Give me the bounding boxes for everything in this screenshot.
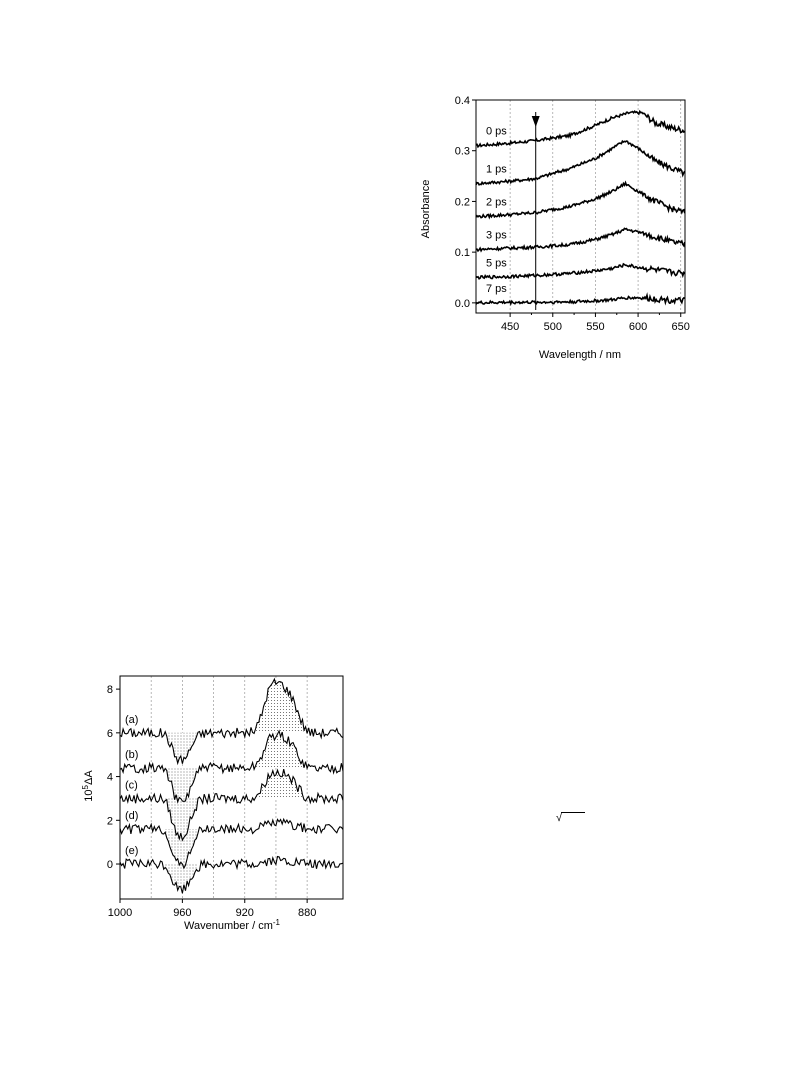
chart1-y-tick-label: 0.1 bbox=[455, 247, 470, 259]
chart2-negative-band bbox=[163, 829, 198, 869]
chart2-series-line bbox=[119, 677, 344, 766]
chart1-x-axis-label: Wavelength / nm bbox=[539, 349, 621, 361]
chart1-y-tick-label: 0.0 bbox=[455, 298, 470, 310]
chart2-series-line bbox=[119, 855, 344, 894]
chart2-positive-band bbox=[247, 679, 318, 733]
chart2-series-label: (c) bbox=[125, 779, 138, 791]
chart2-x-tick-label: 1000 bbox=[108, 907, 132, 919]
chart1-plot-frame bbox=[475, 99, 686, 314]
chart1-series-line bbox=[475, 227, 686, 253]
chart2-shaded-bands bbox=[163, 679, 318, 894]
chart2-y-axis-label: 105ΔA bbox=[81, 770, 95, 802]
chart2-series-label: (d) bbox=[125, 810, 138, 822]
chart1-ticks bbox=[472, 99, 682, 317]
chart2-negative-band bbox=[163, 767, 198, 802]
chart1-series-label: 3 ps bbox=[486, 230, 507, 242]
chart1-series-label: 0 ps bbox=[486, 126, 507, 138]
chart1-y-axis-label: Absorbance bbox=[420, 180, 432, 239]
chart1-y-tick-label: 0.3 bbox=[455, 146, 470, 158]
chart2-series-label: (e) bbox=[125, 845, 138, 857]
chart2-y-tick-label: 2 bbox=[107, 815, 113, 827]
chart1-y-tick-label: 0.4 bbox=[455, 95, 470, 107]
chart2-series-labels: (a) (b) (c) (d) (e) bbox=[125, 714, 138, 857]
chart1-x-tick-label: 450 bbox=[501, 321, 519, 333]
chart2-x-tick-label: 880 bbox=[298, 907, 316, 919]
chart2-traces bbox=[119, 677, 344, 894]
chart1-x-tick-label: 600 bbox=[629, 321, 647, 333]
chart2-series-line bbox=[119, 768, 344, 842]
chart2-series-label: (a) bbox=[125, 714, 138, 726]
chart2-y-tick-label: 4 bbox=[107, 772, 113, 784]
chart1-series-line bbox=[475, 109, 686, 149]
chart2-y-tick-label: 0 bbox=[107, 859, 113, 871]
chart1-series-line bbox=[475, 292, 686, 306]
chart2-negative-band bbox=[163, 798, 198, 841]
chart2-negative-band bbox=[163, 732, 198, 764]
chart2-positive-band bbox=[247, 769, 318, 799]
stray-radical-symbol: √ bbox=[556, 812, 586, 828]
chart2-tick-labels: 1000 960 920 880 0 2 4 6 8 bbox=[107, 684, 316, 919]
chart1-traces bbox=[475, 109, 686, 306]
chart2-y-tick-label: 6 bbox=[107, 728, 113, 740]
chart1-series-label: 1 ps bbox=[486, 164, 507, 176]
chart2-y-tick-label: 8 bbox=[107, 684, 113, 696]
chart1-series-label: 5 ps bbox=[486, 258, 507, 270]
chart2-series-line bbox=[119, 729, 344, 804]
chart1-x-tick-label: 500 bbox=[544, 321, 562, 333]
chart2-ticks bbox=[116, 688, 308, 903]
chart1-arrow-icon bbox=[531, 116, 540, 127]
chart1-series-label: 2 ps bbox=[486, 197, 507, 209]
chart1-series-line bbox=[475, 139, 686, 186]
chart2-x-tick-label: 960 bbox=[173, 907, 191, 919]
chart1-tick-labels: 450 500 550 600 650 0.0 0.1 0.2 0.3 0.4 bbox=[455, 95, 690, 333]
chart2-series-label: (b) bbox=[125, 749, 138, 761]
chart1-x-tick-label: 650 bbox=[672, 321, 690, 333]
chart1-x-tick-label: 550 bbox=[586, 321, 604, 333]
chart2-x-axis-label: Wavenumber / cm-1 bbox=[184, 918, 281, 932]
chart2-positive-band bbox=[247, 730, 318, 768]
radical-glyph: √ bbox=[556, 812, 563, 824]
chart2-x-tick-label: 920 bbox=[236, 907, 254, 919]
chart2-negative-band bbox=[163, 864, 198, 894]
chart1-series-line bbox=[475, 180, 686, 220]
chart1-series-line bbox=[475, 262, 686, 280]
chart2-plot-frame bbox=[119, 675, 344, 900]
chart2-series-line bbox=[119, 817, 344, 870]
chart1-y-tick-label: 0.2 bbox=[455, 196, 470, 208]
chart1-series-labels: 0 ps 1 ps 2 ps 3 ps 5 ps 7 ps bbox=[486, 126, 507, 295]
chart1-series-label: 7 ps bbox=[486, 283, 507, 295]
